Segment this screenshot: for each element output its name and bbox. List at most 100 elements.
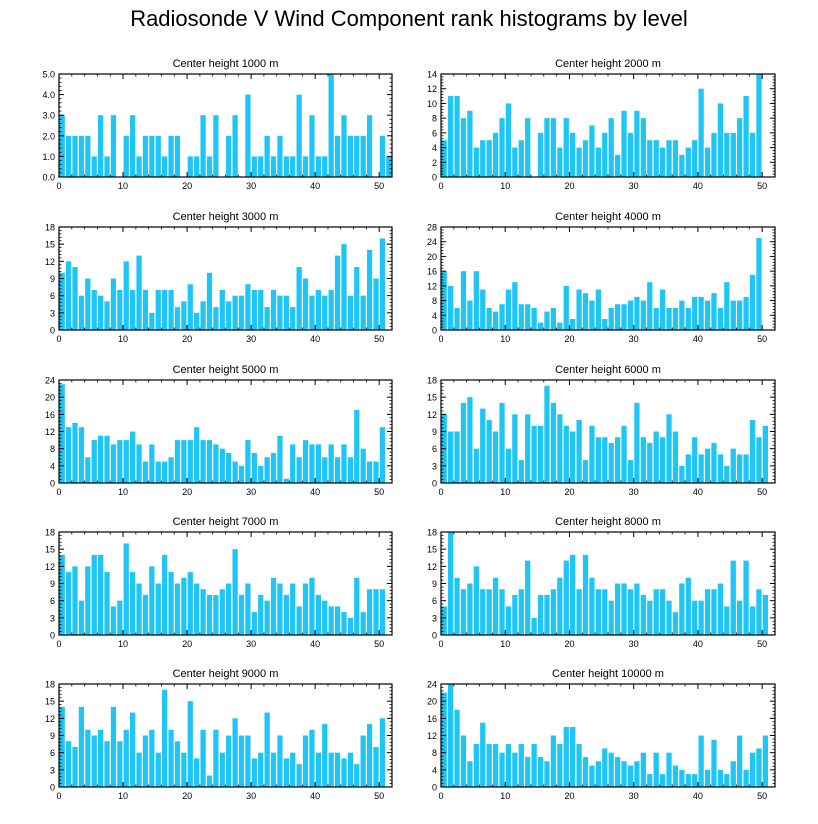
- histogram-panel: Center height 7000 m 0 3 6 9 12 15 18 0 10 20 30 40 5…: [45, 516, 393, 649]
- histogram-bar: [582, 140, 589, 177]
- histogram-bar: [717, 769, 724, 787]
- histogram-bar: [232, 295, 238, 330]
- histogram-bar: [486, 307, 492, 330]
- histogram-bar: [544, 385, 550, 483]
- histogram-bar: [518, 304, 524, 330]
- x-tick-label: 10: [500, 181, 510, 191]
- x-tick-label: 40: [693, 791, 703, 801]
- histogram-bar: [136, 444, 142, 484]
- histogram-bar: [78, 600, 85, 635]
- histogram-bar: [550, 402, 557, 483]
- x-tick-label: 50: [374, 487, 384, 497]
- histogram-bar: [627, 460, 634, 483]
- x-tick-label: 20: [564, 487, 574, 497]
- y-tick-label: 4: [432, 765, 437, 775]
- histogram-bar: [563, 118, 569, 177]
- histogram-bar: [78, 706, 85, 787]
- histogram-bar: [544, 761, 550, 787]
- x-tick-label: 30: [246, 334, 256, 344]
- x-tick-label: 40: [693, 181, 703, 191]
- histogram-bar: [104, 741, 110, 787]
- histogram-bar: [441, 692, 447, 787]
- histogram-bar: [602, 437, 608, 483]
- histogram-bar: [123, 261, 129, 330]
- histogram-bar: [347, 135, 353, 177]
- histogram-bar: [518, 140, 524, 177]
- histogram-bar: [634, 761, 640, 787]
- y-tick-label: 12: [45, 714, 55, 724]
- histogram-bar: [615, 154, 621, 177]
- histogram-bar: [647, 600, 653, 635]
- histogram-bar: [130, 572, 136, 635]
- histogram-bar: [608, 442, 614, 483]
- histogram-bar: [200, 589, 206, 635]
- histogram-bar: [213, 729, 219, 787]
- histogram-bar: [194, 312, 200, 330]
- panel-title: Center height 1000 m: [173, 58, 279, 70]
- histogram-bar: [627, 300, 634, 330]
- histogram-bar: [717, 583, 724, 635]
- y-tick-label: 2.0: [42, 131, 55, 141]
- histogram-bar: [98, 435, 104, 483]
- histogram-bar: [762, 594, 768, 635]
- histogram-bar: [219, 589, 225, 635]
- histogram-bar: [544, 311, 550, 330]
- histogram-bar: [602, 318, 608, 330]
- histogram-bar: [379, 589, 386, 635]
- histogram-bar: [692, 140, 698, 177]
- x-tick-label: 30: [629, 334, 639, 344]
- histogram-bar: [194, 583, 200, 635]
- histogram-bar: [85, 135, 91, 177]
- histogram-bar: [136, 752, 142, 787]
- histogram-bar: [117, 440, 123, 483]
- histogram-bar: [704, 300, 711, 330]
- histogram-bar: [743, 769, 749, 787]
- histogram-bar: [621, 304, 627, 330]
- histogram-bar: [653, 431, 659, 483]
- histogram-bar: [737, 735, 743, 787]
- histogram-bar: [756, 748, 762, 788]
- histogram-bar: [570, 726, 576, 787]
- x-tick-label: 20: [182, 639, 192, 649]
- histogram-bar: [219, 289, 225, 330]
- histogram-bar: [582, 460, 589, 483]
- histogram-bar: [174, 741, 181, 787]
- y-tick-label: 18: [45, 680, 55, 690]
- histogram-bar: [486, 420, 492, 483]
- y-tick-label: 8: [50, 444, 55, 454]
- panel-title: Center height 4000 m: [555, 211, 661, 223]
- histogram-bar: [334, 255, 341, 330]
- histogram-bar: [512, 282, 518, 330]
- histogram-bar: [270, 752, 277, 787]
- x-tick-label: 0: [56, 639, 61, 649]
- histogram-bar: [315, 594, 321, 635]
- histogram-bar: [525, 756, 531, 787]
- histogram-bar: [467, 397, 473, 483]
- histogram-bar: [91, 554, 97, 635]
- histogram-bar: [602, 589, 608, 635]
- y-tick-label: 3.0: [42, 111, 55, 121]
- histogram-bar: [737, 118, 743, 177]
- histogram-bar: [537, 756, 544, 787]
- histogram-bar: [283, 295, 289, 330]
- histogram-bar: [647, 774, 653, 788]
- histogram-bar: [454, 431, 460, 483]
- histogram-bar: [576, 420, 582, 483]
- histogram-bar: [473, 147, 479, 177]
- y-tick-label: 0.0: [42, 173, 55, 183]
- histogram-bar: [110, 444, 117, 484]
- histogram-panel: Center height 2000 m 0 2 4 6 8 10 12 14 0 10 20 30 40…: [427, 58, 776, 191]
- y-tick-label: 4.0: [42, 90, 55, 100]
- histogram-bar: [142, 461, 149, 483]
- histogram-bar: [283, 156, 289, 177]
- histogram-bar: [277, 735, 283, 787]
- histogram-bar: [486, 744, 492, 787]
- histogram-bar: [492, 132, 499, 177]
- histogram-bar: [685, 147, 691, 177]
- y-tick-label: 6: [432, 596, 437, 606]
- histogram-bar: [615, 756, 621, 787]
- histogram-bar: [563, 425, 569, 483]
- y-tick-label: 1.0: [42, 152, 55, 162]
- histogram-bar: [283, 478, 289, 483]
